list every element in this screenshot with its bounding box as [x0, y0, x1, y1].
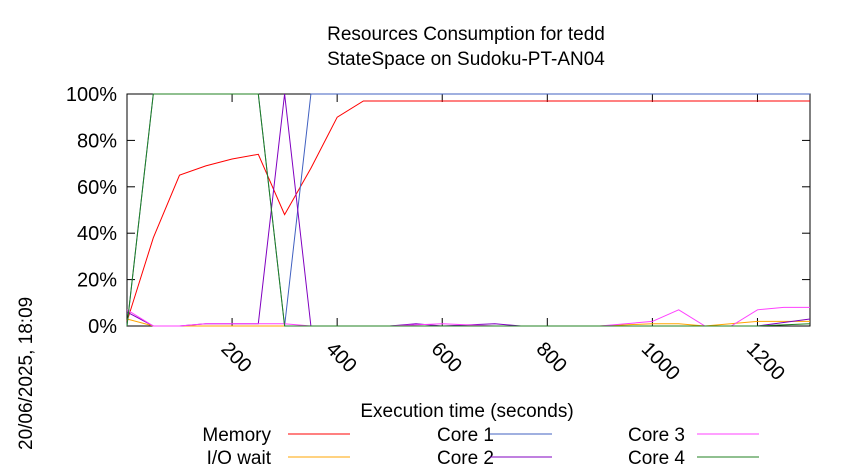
y-tick-label: 20%	[77, 270, 117, 292]
x-tick-label: 600	[427, 338, 466, 377]
series-line-core-4	[126, 93, 811, 327]
x-axis: 200 400 600 800 1000 1200	[217, 94, 789, 385]
series-lines	[126, 93, 811, 327]
y-axis: 0% 20% 40% 60% 80% 100%	[66, 84, 810, 338]
chart-subtitle: StateSpace on Sudoku-PT-AN04	[327, 49, 605, 70]
y-tick-label: 80%	[77, 130, 117, 152]
series-line-core-2	[126, 93, 811, 327]
plot-frame	[126, 93, 811, 327]
legend-label: Memory	[202, 425, 271, 446]
timestamp-label: 20/06/2025, 18:09	[16, 297, 37, 450]
legend-label: Core 2	[437, 448, 494, 469]
x-tick-label: 800	[532, 338, 571, 377]
x-tick-label: 1000	[637, 338, 684, 385]
x-tick-label: 200	[217, 338, 256, 377]
x-tick-label: 400	[322, 338, 361, 377]
legend-label: Core 1	[437, 425, 494, 446]
series-line-core-1	[126, 93, 810, 327]
y-tick-label: 60%	[77, 177, 117, 199]
legend-label: Core 4	[628, 448, 685, 469]
y-tick-label: 0%	[88, 316, 117, 338]
chart-title: Resources Consumption for tedd	[327, 24, 605, 45]
legend-label: Core 3	[628, 425, 685, 446]
series-line-memory	[126, 100, 810, 322]
y-tick-label: 40%	[77, 223, 117, 245]
legend-label: I/O wait	[207, 448, 272, 469]
y-tick-label: 100%	[66, 84, 117, 106]
x-tick-label: 1200	[742, 338, 789, 385]
series-line-core-3	[126, 306, 810, 327]
x-axis-label: Execution time (seconds)	[360, 401, 573, 422]
